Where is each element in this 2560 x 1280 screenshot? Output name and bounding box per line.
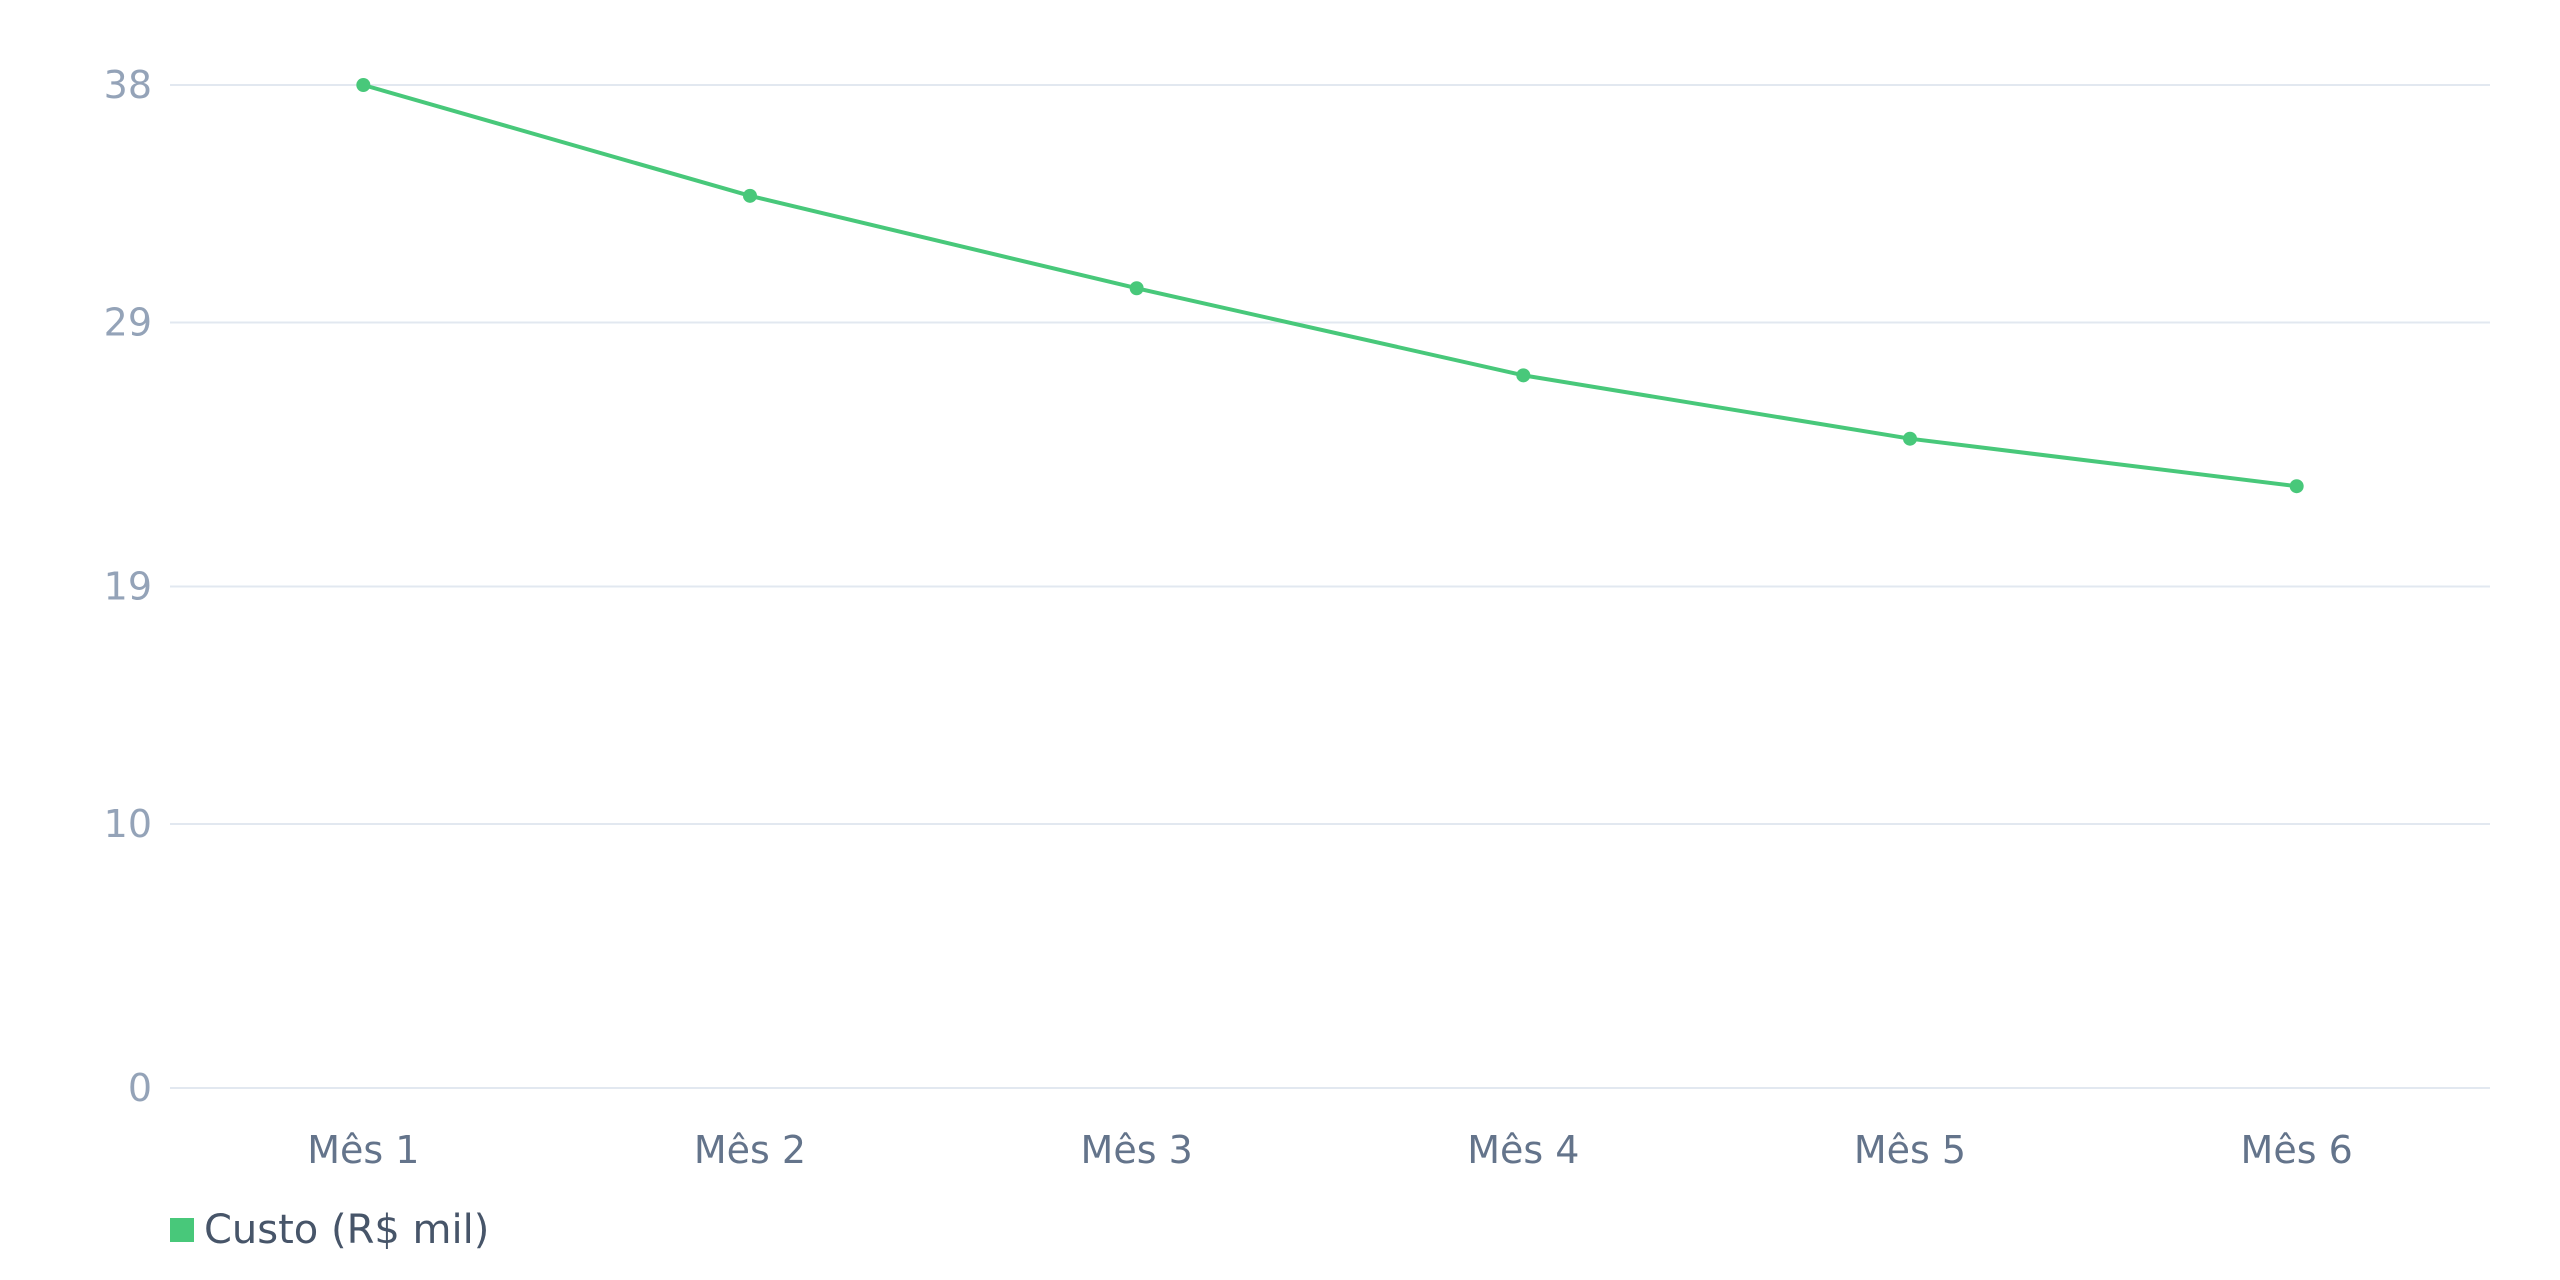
- y-tick-label: 19: [104, 565, 152, 609]
- legend: Custo (R$ mil): [170, 1207, 489, 1253]
- grid-lines: [170, 84, 2490, 1089]
- data-point: [1129, 281, 1144, 296]
- series-line: [361, 83, 2299, 489]
- data-point: [2289, 479, 2304, 494]
- x-tick-label: Mês 3: [1081, 1128, 1193, 1172]
- x-tick-label: Mês 6: [2241, 1128, 2353, 1172]
- data-point: [356, 78, 371, 92]
- x-tick-label: Mês 1: [307, 1128, 419, 1172]
- y-tick-label: 38: [104, 63, 152, 107]
- data-point: [1903, 431, 1917, 446]
- data-point: [1516, 368, 1531, 383]
- x-tick-label: Mês 5: [1854, 1128, 1966, 1172]
- series-layer: [356, 78, 2304, 494]
- y-axis-ticks: 0 10 19 29 38: [104, 63, 152, 1110]
- y-tick-label: 10: [104, 802, 152, 846]
- legend-swatch: [170, 1218, 194, 1242]
- x-tick-label: Mês 2: [694, 1128, 806, 1172]
- x-axis-ticks: Mês 1 Mês 2 Mês 3 Mês 4 Mês 5 Mês 6: [307, 1128, 2353, 1172]
- x-tick-label: Mês 4: [1467, 1128, 1579, 1172]
- legend-label: Custo (R$ mil): [204, 1207, 489, 1253]
- y-tick-label: 29: [104, 301, 152, 345]
- data-point: [743, 188, 757, 203]
- y-tick-label: 0: [128, 1066, 152, 1110]
